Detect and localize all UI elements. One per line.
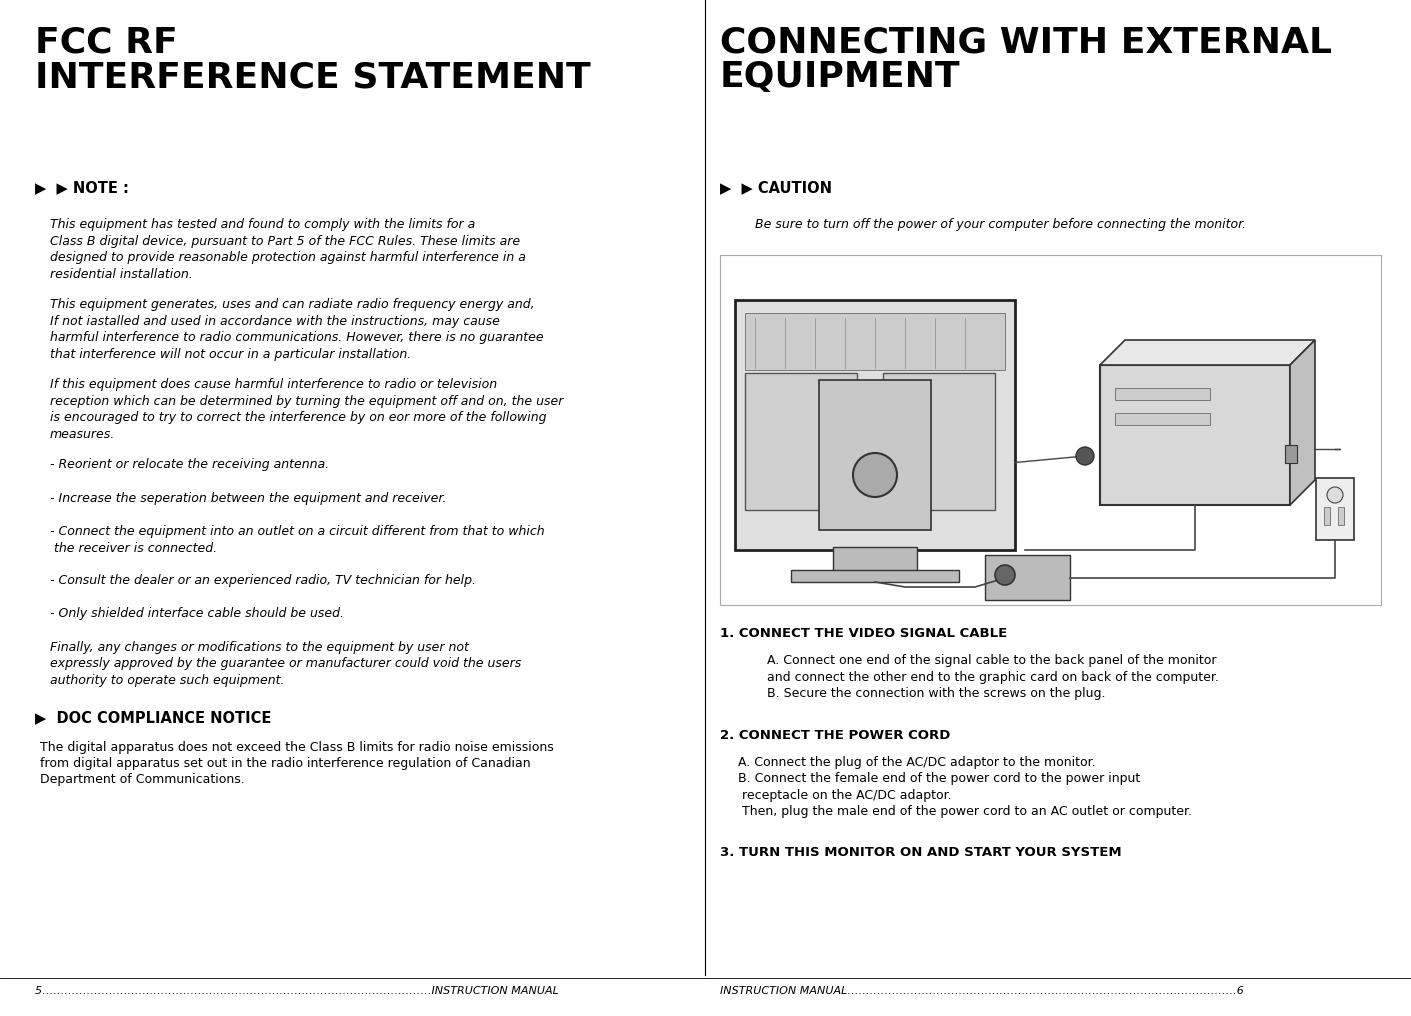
- Text: 1. CONNECT THE VIDEO SIGNAL CABLE: 1. CONNECT THE VIDEO SIGNAL CABLE: [720, 627, 1007, 640]
- Bar: [1115, 388, 1211, 400]
- Text: - Connect the equipment into an outlet on a circuit different from that to which: - Connect the equipment into an outlet o…: [49, 525, 545, 555]
- Polygon shape: [1290, 340, 1315, 505]
- Bar: [1316, 478, 1355, 539]
- Text: - Reorient or relocate the receiving antenna.: - Reorient or relocate the receiving ant…: [49, 458, 329, 471]
- Text: Finally, any changes or modifications to the equipment by user not
expressly app: Finally, any changes or modifications to…: [49, 641, 521, 687]
- Bar: [1338, 507, 1345, 525]
- Bar: [735, 300, 1015, 550]
- Bar: [1115, 412, 1211, 425]
- Text: - Consult the dealer or an experienced radio, TV technician for help.: - Consult the dealer or an experienced r…: [49, 574, 476, 587]
- Text: This equipment has tested and found to comply with the limits for a
Class B digi: This equipment has tested and found to c…: [49, 218, 526, 280]
- Text: A. Connect one end of the signal cable to the back panel of the monitor
   and c: A. Connect one end of the signal cable t…: [755, 654, 1219, 700]
- Bar: [792, 570, 959, 582]
- Circle shape: [854, 453, 897, 497]
- Circle shape: [1077, 447, 1094, 465]
- Text: The digital apparatus does not exceed the Class B limits for radio noise emissio: The digital apparatus does not exceed th…: [40, 741, 553, 786]
- Bar: [1324, 507, 1331, 525]
- Text: If this equipment does cause harmful interference to radio or television
recepti: If this equipment does cause harmful int…: [49, 378, 563, 441]
- Bar: [883, 373, 995, 510]
- Text: CONNECTING WITH EXTERNAL
EQUIPMENT: CONNECTING WITH EXTERNAL EQUIPMENT: [720, 25, 1332, 94]
- Text: A. Connect the plug of the AC/DC adaptor to the monitor.
  B. Connect the female: A. Connect the plug of the AC/DC adaptor…: [729, 756, 1192, 818]
- Text: 2. CONNECT THE POWER CORD: 2. CONNECT THE POWER CORD: [720, 728, 951, 742]
- Polygon shape: [1101, 340, 1315, 365]
- Text: ▶  ▶ CAUTION: ▶ ▶ CAUTION: [720, 180, 832, 195]
- Text: INSTRUCTION MANUAL……………………………………………………………………………………………6: INSTRUCTION MANUAL……………………………………………………………: [720, 986, 1245, 996]
- Bar: [832, 547, 917, 572]
- Circle shape: [995, 565, 1015, 585]
- Bar: [818, 380, 931, 530]
- Text: 5……………………………………………………………………………………………INSTRUCTION MANUAL: 5……………………………………………………………………………………………INST…: [35, 986, 559, 996]
- Bar: [1101, 365, 1290, 505]
- Text: - Only shielded interface cable should be used.: - Only shielded interface cable should b…: [49, 608, 344, 621]
- Bar: [1285, 445, 1297, 463]
- Text: - Increase the seperation between the equipment and receiver.: - Increase the seperation between the eq…: [49, 492, 446, 505]
- Text: FCC RF
INTERFERENCE STATEMENT: FCC RF INTERFERENCE STATEMENT: [35, 25, 591, 94]
- Text: 3. TURN THIS MONITOR ON AND START YOUR SYSTEM: 3. TURN THIS MONITOR ON AND START YOUR S…: [720, 845, 1122, 859]
- Circle shape: [1326, 487, 1343, 503]
- Bar: [985, 555, 1070, 600]
- Bar: [745, 313, 1005, 370]
- Bar: [720, 255, 1381, 605]
- Bar: [745, 373, 856, 510]
- Text: ▶  DOC COMPLIANCE NOTICE: ▶ DOC COMPLIANCE NOTICE: [35, 710, 271, 725]
- Text: This equipment generates, uses and can radiate radio frequency energy and,
If no: This equipment generates, uses and can r…: [49, 298, 543, 361]
- Text: ▶  ▶ NOTE :: ▶ ▶ NOTE :: [35, 180, 128, 195]
- Text: Be sure to turn off the power of your computer before connecting the monitor.: Be sure to turn off the power of your co…: [755, 218, 1246, 231]
